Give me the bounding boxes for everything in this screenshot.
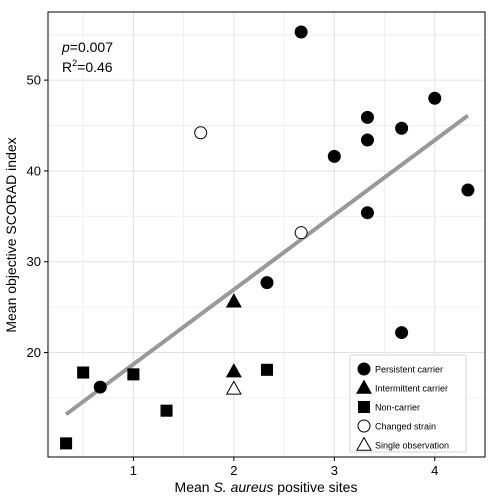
data-point	[93, 380, 107, 394]
x-tick-label: 2	[230, 463, 237, 478]
y-tick-label: 30	[27, 254, 41, 269]
data-point	[194, 126, 208, 140]
x-tick-label: 3	[331, 463, 338, 478]
y-axis-title: Mean objective SCORAD index	[3, 137, 19, 332]
data-point	[225, 363, 242, 378]
data-point	[360, 133, 374, 147]
legend-marker	[357, 362, 371, 376]
data-point	[260, 276, 274, 290]
data-point	[461, 183, 475, 197]
p-value-label: p=0.007	[61, 39, 113, 55]
regression-line	[64, 113, 470, 416]
data-point	[395, 326, 409, 340]
legend-label: Changed strain	[375, 422, 436, 432]
data-point	[395, 121, 409, 135]
r-squared-label: R2=0.46	[62, 58, 113, 75]
x-tick-label: 1	[130, 463, 137, 478]
data-point	[127, 368, 140, 381]
legend-marker	[356, 436, 372, 451]
legend-label: Non-carrier	[375, 403, 420, 413]
y-tick-label: 20	[27, 345, 41, 360]
data-point	[260, 363, 274, 376]
legend-marker	[356, 379, 372, 394]
data-point	[360, 206, 374, 220]
data-point	[294, 25, 308, 39]
regression-layer	[64, 113, 470, 416]
y-tick-label: 50	[27, 73, 41, 88]
data-point	[360, 110, 374, 124]
plot-frame	[47, 11, 486, 458]
data-point	[428, 91, 442, 105]
legend-marker	[357, 400, 371, 414]
axis-ticks: 1 2 3 4 20 30 40 50	[27, 73, 439, 478]
legend-marker	[357, 419, 371, 433]
data-point	[60, 437, 73, 450]
data-point	[327, 149, 341, 163]
data-point	[77, 366, 90, 379]
legend-label: Single observation	[375, 441, 449, 451]
data-point	[294, 226, 308, 240]
legend-label: Persistent carrier	[375, 365, 443, 375]
x-axis-title: Mean S. aureus positive sites	[175, 479, 358, 495]
y-tick-label: 40	[27, 163, 41, 178]
legend: Persistent carrier Intermittent carrier No…	[349, 354, 467, 453]
data-point	[225, 293, 242, 308]
x-tick-label: 4	[431, 463, 438, 478]
legend-label: Intermittent carrier	[375, 384, 448, 394]
data-points	[60, 25, 475, 450]
data-point	[225, 380, 242, 395]
data-point	[160, 404, 173, 417]
